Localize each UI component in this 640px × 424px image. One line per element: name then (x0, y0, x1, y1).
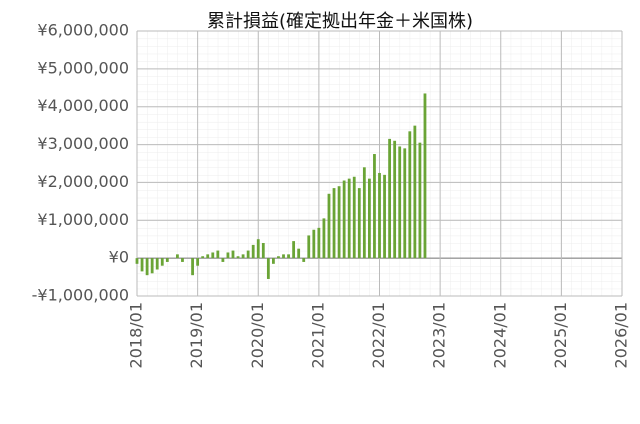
bar (322, 218, 326, 259)
bar (367, 178, 371, 259)
bar (292, 241, 296, 259)
bar (150, 258, 154, 274)
bar (236, 256, 240, 259)
y-tick-label: ¥5,000,000 (37, 58, 129, 77)
x-tick-label: 2026/01 (612, 302, 631, 368)
bar (140, 258, 144, 272)
x-tick-label: 2025/01 (551, 302, 570, 368)
bar (408, 131, 412, 259)
bar (216, 250, 220, 259)
chart-title: 累計損益(確定拠出年金＋米国株) (207, 11, 473, 32)
bar (201, 256, 205, 259)
x-tick-label: 2020/01 (248, 302, 267, 368)
bar (282, 254, 285, 259)
bar (261, 243, 265, 259)
bar (241, 254, 245, 259)
x-tick-label: 2019/01 (187, 302, 206, 368)
bar (277, 256, 280, 259)
bar (211, 252, 215, 259)
bar (393, 140, 397, 259)
bar (297, 248, 301, 259)
x-tick-label: 2021/01 (308, 302, 327, 368)
y-tick-label: -¥1,000,000 (32, 286, 129, 305)
x-tick-label: 2022/01 (369, 302, 388, 368)
bar (221, 258, 225, 262)
bar (362, 167, 366, 259)
bar (398, 146, 402, 259)
bar (357, 188, 361, 259)
bar (383, 174, 386, 259)
bar (165, 258, 169, 262)
bar (206, 254, 210, 259)
bar (272, 258, 275, 264)
x-tick-label: 2023/01 (430, 302, 449, 368)
bar (251, 244, 255, 259)
bar (246, 250, 250, 259)
bar (378, 172, 381, 259)
y-tick-label: ¥2,000,000 (37, 172, 129, 191)
bar (403, 148, 407, 259)
bar (337, 186, 341, 259)
bar (231, 250, 235, 259)
bar (388, 138, 392, 259)
bar (287, 254, 290, 259)
bar (266, 258, 270, 279)
bar (312, 229, 316, 259)
bar (196, 258, 200, 266)
bar (176, 254, 179, 259)
bar (423, 93, 427, 259)
bar (302, 258, 306, 262)
bar (342, 180, 346, 259)
bar (307, 235, 311, 259)
x-tick-label: 2024/01 (490, 302, 509, 368)
x-tick-label: 2018/01 (127, 302, 146, 368)
bar (191, 258, 194, 276)
y-tick-label: ¥0 (109, 248, 129, 267)
y-tick-label: ¥3,000,000 (37, 134, 129, 153)
bar (317, 227, 321, 259)
bar (145, 258, 149, 276)
bar (160, 258, 164, 266)
bar (332, 188, 336, 259)
bar (327, 193, 331, 259)
bar (226, 252, 230, 259)
bar (418, 142, 422, 259)
bar (256, 239, 260, 259)
bar (352, 176, 356, 259)
bar (373, 154, 376, 259)
bar (413, 125, 417, 259)
bar (347, 178, 351, 259)
bar (135, 258, 139, 264)
y-tick-label: ¥6,000,000 (37, 21, 129, 40)
bar (155, 258, 159, 270)
y-tick-label: ¥1,000,000 (37, 210, 129, 229)
y-tick-label: ¥4,000,000 (37, 96, 129, 115)
bar (181, 258, 184, 262)
